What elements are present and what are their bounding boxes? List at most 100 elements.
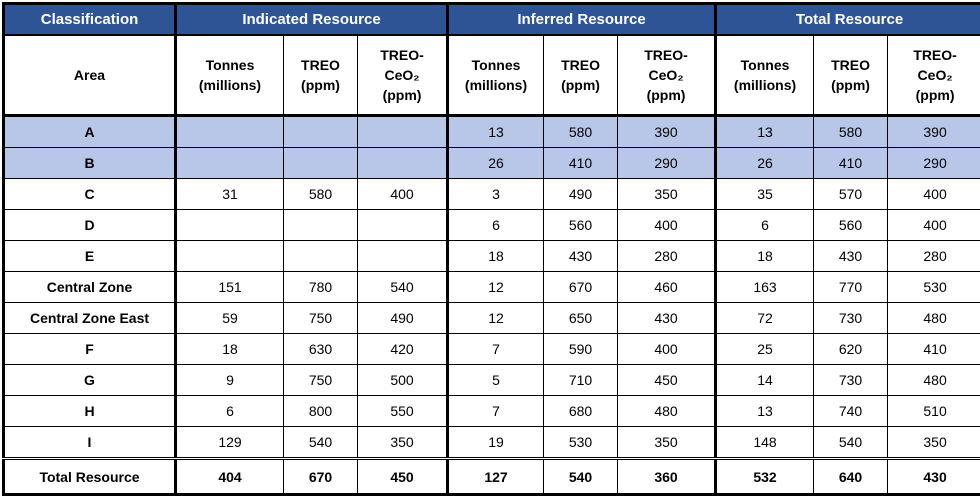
total-treo-ceo2-cell: 350: [888, 427, 980, 459]
indicated-tonnes-cell: 404: [176, 459, 284, 495]
total-treo-cell: 640: [814, 459, 888, 495]
total-tonnes-cell: 13: [716, 116, 814, 148]
inferred-treo-ceo2-cell: 360: [618, 459, 716, 495]
indicated-treo-cell: 800: [284, 396, 358, 427]
indicated-treo-cell: 780: [284, 272, 358, 303]
indicated-treo-cell: 670: [284, 459, 358, 495]
area-cell: G: [4, 365, 176, 396]
inferred-treo-cell: 560: [544, 210, 618, 241]
total-treo-ceo2-cell: 530: [888, 272, 980, 303]
col-header-total-tonnes: Tonnes (millions): [716, 35, 814, 116]
total-tonnes-cell: 6: [716, 210, 814, 241]
indicated-treo-ceo2-cell: [358, 241, 448, 272]
indicated-tonnes-cell: 129: [176, 427, 284, 459]
inferred-treo-cell: 540: [544, 459, 618, 495]
indicated-treo-cell: [284, 210, 358, 241]
area-cell: F: [4, 334, 176, 365]
inferred-treo-ceo2-cell: 390: [618, 116, 716, 148]
total-tonnes-cell: 13: [716, 396, 814, 427]
col-header-inferred-treo: TREO (ppm): [544, 35, 618, 116]
inferred-tonnes-cell: 18: [448, 241, 544, 272]
total-tonnes-cell: 26: [716, 148, 814, 179]
indicated-tonnes-cell: [176, 241, 284, 272]
indicated-tonnes-cell: 18: [176, 334, 284, 365]
inferred-treo-cell: 490: [544, 179, 618, 210]
area-cell: H: [4, 396, 176, 427]
indicated-tonnes-cell: [176, 210, 284, 241]
inferred-treo-ceo2-cell: 480: [618, 396, 716, 427]
total-tonnes-cell: 18: [716, 241, 814, 272]
total-tonnes-cell: 14: [716, 365, 814, 396]
total-treo-cell: 620: [814, 334, 888, 365]
total-treo-cell: 580: [814, 116, 888, 148]
col-header-total-treo: TREO (ppm): [814, 35, 888, 116]
inferred-treo-cell: 650: [544, 303, 618, 334]
total-treo-ceo2-cell: 400: [888, 210, 980, 241]
indicated-tonnes-cell: [176, 148, 284, 179]
indicated-treo-ceo2-cell: [358, 148, 448, 179]
indicated-tonnes-cell: 6: [176, 396, 284, 427]
indicated-treo-ceo2-cell: 400: [358, 179, 448, 210]
inferred-tonnes-cell: 7: [448, 334, 544, 365]
inferred-treo-cell: 430: [544, 241, 618, 272]
indicated-treo-cell: 540: [284, 427, 358, 459]
inferred-treo-cell: 530: [544, 427, 618, 459]
total-treo-ceo2-cell: 510: [888, 396, 980, 427]
total-tonnes-cell: 72: [716, 303, 814, 334]
indicated-treo-ceo2-cell: [358, 210, 448, 241]
total-treo-cell: 410: [814, 148, 888, 179]
group-header-classification: Classification: [4, 4, 176, 36]
inferred-treo-ceo2-cell: 350: [618, 179, 716, 210]
inferred-tonnes-cell: 19: [448, 427, 544, 459]
inferred-tonnes-cell: 26: [448, 148, 544, 179]
inferred-tonnes-cell: 6: [448, 210, 544, 241]
indicated-tonnes-cell: 31: [176, 179, 284, 210]
total-tonnes-cell: 25: [716, 334, 814, 365]
inferred-treo-cell: 710: [544, 365, 618, 396]
area-cell: Central Zone: [4, 272, 176, 303]
group-header-inferred-resource: Inferred Resource: [448, 4, 716, 36]
indicated-tonnes-cell: [176, 116, 284, 148]
area-cell: B: [4, 148, 176, 179]
inferred-tonnes-cell: 12: [448, 303, 544, 334]
indicated-tonnes-cell: 9: [176, 365, 284, 396]
inferred-treo-cell: 670: [544, 272, 618, 303]
inferred-tonnes-cell: 3: [448, 179, 544, 210]
inferred-treo-cell: 580: [544, 116, 618, 148]
indicated-tonnes-cell: 59: [176, 303, 284, 334]
total-treo-ceo2-cell: 410: [888, 334, 980, 365]
total-tonnes-cell: 35: [716, 179, 814, 210]
total-treo-ceo2-cell: 480: [888, 303, 980, 334]
indicated-treo-cell: 580: [284, 179, 358, 210]
area-cell: I: [4, 427, 176, 459]
indicated-treo-cell: 750: [284, 365, 358, 396]
indicated-treo-ceo2-cell: 540: [358, 272, 448, 303]
inferred-treo-cell: 590: [544, 334, 618, 365]
inferred-treo-ceo2-cell: 430: [618, 303, 716, 334]
col-header-indicated-treo: TREO (ppm): [284, 35, 358, 116]
indicated-treo-ceo2-cell: [358, 116, 448, 148]
group-header-total-resource: Total Resource: [716, 4, 980, 36]
area-cell: C: [4, 179, 176, 210]
total-treo-cell: 730: [814, 303, 888, 334]
inferred-tonnes-cell: 5: [448, 365, 544, 396]
inferred-treo-ceo2-cell: 280: [618, 241, 716, 272]
area-cell: A: [4, 116, 176, 148]
col-header-total-treo-ceo2: TREO- CeO₂ (ppm): [888, 35, 980, 116]
total-treo-cell: 570: [814, 179, 888, 210]
group-header-row: Classification Indicated Resource Inferr…: [4, 4, 980, 36]
col-header-inferred-treo-ceo2: TREO- CeO₂ (ppm): [618, 35, 716, 116]
total-treo-ceo2-cell: 430: [888, 459, 980, 495]
area-cell: Total Resource: [4, 459, 176, 495]
indicated-treo-ceo2-cell: 450: [358, 459, 448, 495]
total-tonnes-cell: 163: [716, 272, 814, 303]
